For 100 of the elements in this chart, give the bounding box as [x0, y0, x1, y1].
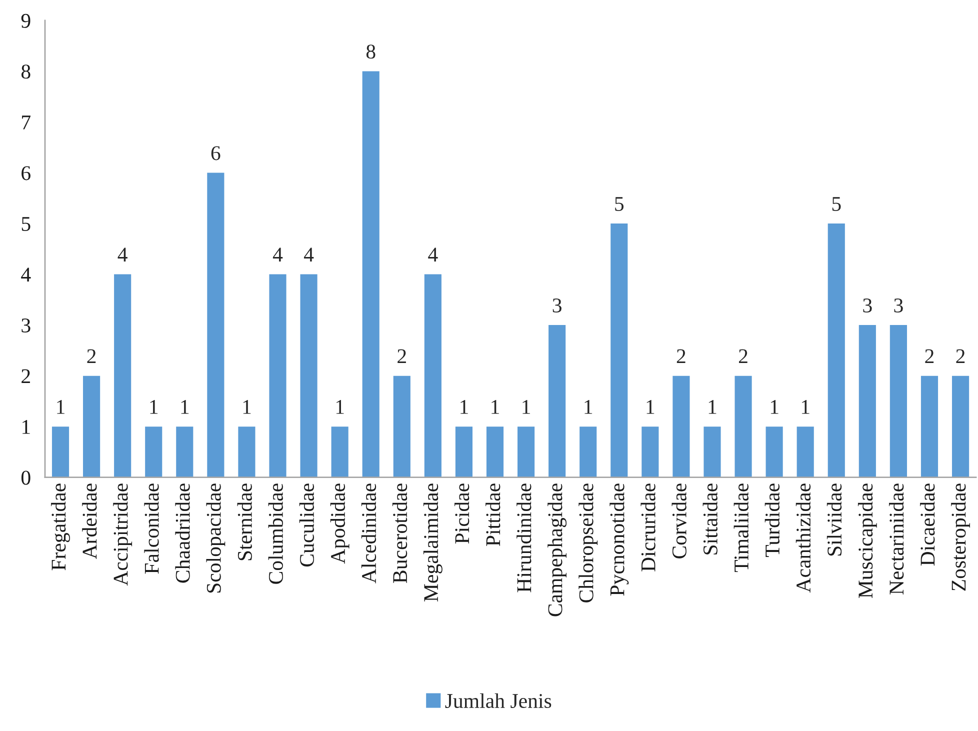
data-label: 2 [925, 349, 934, 364]
y-tick-label: 2 [22, 369, 30, 384]
bar [455, 426, 472, 478]
data-label: 6 [211, 146, 220, 160]
data-label: 4 [272, 248, 283, 262]
data-label: 5 [615, 197, 624, 211]
bar [890, 325, 907, 478]
x-tick-label: Dicruridae [640, 484, 656, 572]
bar [424, 274, 442, 478]
bar [704, 426, 721, 478]
x-tick-label: Corvidae [672, 484, 686, 558]
data-label: 1 [57, 400, 64, 414]
bar [52, 426, 70, 478]
bar [642, 426, 659, 478]
x-tick-label: Zosteropidae [951, 484, 970, 591]
x-tick-label: Ardeidae [82, 484, 97, 560]
x-tick-label: Apodidae [330, 484, 350, 564]
bar [580, 426, 597, 478]
x-tick-label: Bucerotidae [392, 484, 408, 583]
y-tick-label: 0 [21, 470, 30, 485]
y-tick-label: 5 [22, 217, 30, 231]
data-label: 2 [676, 349, 686, 364]
data-label: 1 [802, 400, 810, 414]
y-tick-label: 3 [22, 318, 30, 332]
legend-label: Jumlah Jenis [445, 693, 552, 708]
x-tick-label: Dicaeidae [920, 484, 935, 566]
x-tick-label: Timaliidae [734, 484, 748, 572]
y-tick-label: 7 [22, 116, 30, 130]
data-label: 1 [770, 400, 778, 414]
x-tick-label: Muscicapidae [858, 484, 877, 598]
bar [766, 426, 783, 478]
bar [518, 426, 535, 478]
data-label: 1 [181, 400, 189, 414]
x-tick-label: Hirundinidae [516, 484, 532, 592]
data-label: 3 [894, 298, 903, 312]
x-tick-label: Nectariniidae [889, 484, 904, 595]
data-label: 4 [428, 248, 438, 262]
y-tick-label: 8 [21, 64, 30, 79]
x-tick-label: Megalaimidae [423, 484, 442, 602]
data-label: 1 [150, 400, 158, 414]
bar [548, 325, 566, 478]
x-tick-label: Accipitridae [113, 484, 132, 586]
data-label: 8 [366, 44, 376, 59]
data-label: 1 [522, 400, 530, 414]
bar [796, 426, 814, 478]
data-label: 3 [863, 298, 872, 312]
data-label: 2 [956, 349, 965, 364]
data-label: 1 [243, 400, 251, 414]
data-label: 1 [460, 400, 468, 414]
y-tick-label: 6 [22, 166, 30, 180]
x-tick-label: Campephagidae [548, 484, 567, 616]
bar [300, 274, 318, 478]
bar [83, 376, 100, 478]
x-tick-label: Turdidae [764, 484, 780, 557]
y-tick-label: 9 [21, 14, 30, 28]
x-tick-label: Sternidae [237, 484, 252, 560]
bar [952, 376, 970, 478]
bar [393, 376, 410, 478]
data-label: 1 [708, 400, 716, 414]
bar [207, 172, 224, 478]
bar [362, 71, 380, 478]
bar [145, 426, 162, 478]
x-tick-label: Chaadriidae [175, 484, 190, 583]
data-label: 5 [832, 197, 841, 211]
bar [672, 376, 690, 478]
bar [238, 426, 256, 478]
x-tick-label: Fregatidae [51, 484, 70, 570]
bar [331, 426, 348, 478]
x-tick-label: Sittaidae [702, 484, 718, 554]
x-tick-label: Scolopacidae [206, 484, 226, 593]
x-tick-label: Falconidae [144, 484, 159, 574]
data-label: 3 [552, 298, 562, 312]
x-tick-label: Alcedinidae [361, 484, 376, 584]
bar [114, 274, 132, 478]
data-label: 4 [304, 248, 314, 262]
data-label: 2 [738, 349, 748, 364]
bar [486, 426, 504, 478]
y-tick-label: 4 [21, 268, 31, 282]
data-label: 1 [336, 400, 344, 414]
y-tick-label: 1 [22, 420, 30, 434]
data-label: 1 [584, 400, 592, 414]
data-label: 2 [87, 349, 96, 364]
x-tick-label: Chloropseidae [578, 484, 598, 602]
x-tick-label: Cuculidae [299, 484, 314, 567]
bar [828, 224, 845, 478]
x-tick-label: Columbidae [268, 484, 283, 584]
data-label: 1 [492, 400, 499, 414]
x-tick-label: Pycnonotidae [610, 484, 629, 596]
bar [858, 325, 876, 478]
bar [734, 376, 752, 478]
bar [176, 426, 194, 478]
x-tick-label: Silviidae [826, 484, 842, 556]
data-label: 2 [398, 349, 406, 364]
x-tick-label: Picidae [454, 484, 470, 544]
bar [920, 376, 938, 478]
bar [269, 274, 286, 478]
x-tick-label: Acanthizidae [796, 484, 811, 593]
x-tick-label: Pittidae [486, 484, 500, 546]
data-label: 4 [118, 248, 128, 262]
bar [610, 224, 628, 478]
